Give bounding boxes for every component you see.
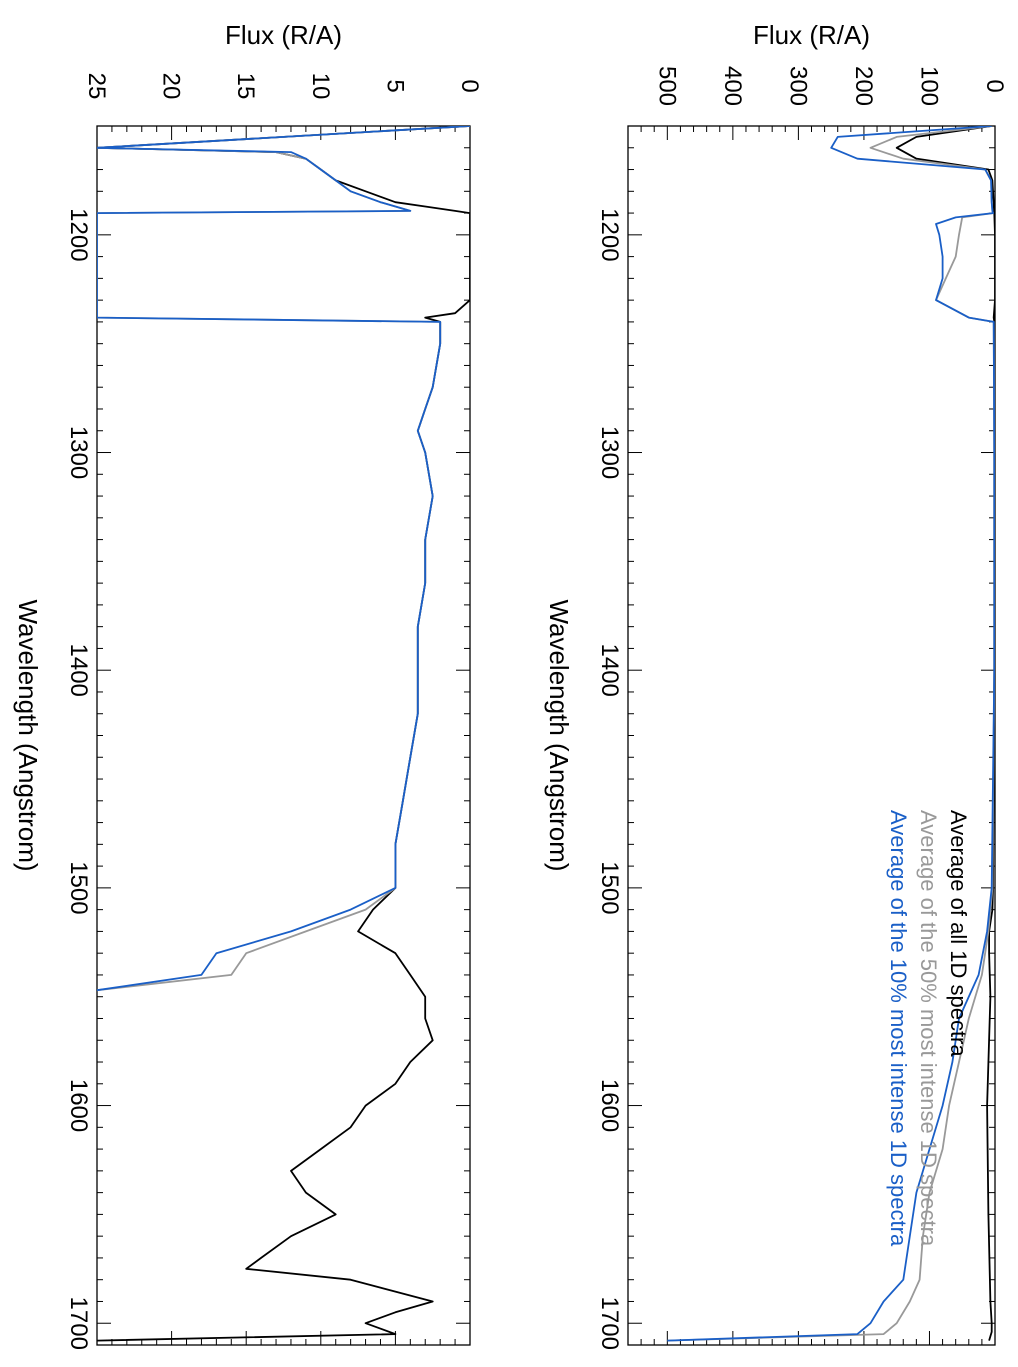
x-tick-label: 1700 <box>596 1297 623 1350</box>
legend-entry-0: Average of all 1D spectra <box>946 810 971 1057</box>
lower-flux-panel: 1200 1300 1400 1500 1600 1700 0 5 10 15 20 25 Flux (… <box>13 20 483 1350</box>
y-tick-label: 500 <box>653 66 680 106</box>
x-tick-label: 1400 <box>65 644 92 697</box>
x-tick-label: 1600 <box>65 1079 92 1132</box>
x-tick-label: 1300 <box>65 426 92 479</box>
x-tick-label: 1700 <box>65 1297 92 1350</box>
series-line-1 <box>97 126 470 992</box>
x-tick-label: 1500 <box>65 861 92 914</box>
y-tick-label: 5 <box>381 79 408 92</box>
y-axis-label: Flux (R/A) <box>225 20 342 50</box>
y-tick-label: 20 <box>158 73 185 100</box>
series-line-2 <box>97 126 470 992</box>
y-tick-label: 100 <box>915 66 942 106</box>
x-tick-label: 1500 <box>596 861 623 914</box>
legend-entry-2: Average of the 10% most intense 1D spect… <box>886 810 911 1247</box>
y-tick-label: 300 <box>784 66 811 106</box>
x-tick-label: 1400 <box>596 644 623 697</box>
x-tick-label: 1300 <box>596 426 623 479</box>
y-tick-label: 15 <box>232 73 259 100</box>
x-tick-label: 1600 <box>596 1079 623 1132</box>
series-line-2 <box>667 126 995 1342</box>
y-axis-label: Flux (R/A) <box>753 20 870 50</box>
y-tick-label: 10 <box>307 73 334 100</box>
y-tick-label: 0 <box>456 79 483 92</box>
legend-entry-1: Average of the 50% most intense 1D spect… <box>916 810 941 1247</box>
x-tick-label: 1200 <box>596 208 623 261</box>
upper-flux-panel: 1200 1300 1400 1500 1600 1700 0 100 200 300 400 500… <box>544 20 1008 1350</box>
x-axis-label: Wavelength (Angstrom) <box>544 599 574 871</box>
x-axis-label: Wavelength (Angstrom) <box>13 599 43 871</box>
y-tick-label: 25 <box>83 73 110 100</box>
series-line-1 <box>667 126 995 1342</box>
y-tick-label: 200 <box>850 66 877 106</box>
y-tick-label: 0 <box>981 79 1008 92</box>
y-tick-label: 400 <box>719 66 746 106</box>
x-tick-label: 1200 <box>65 208 92 261</box>
